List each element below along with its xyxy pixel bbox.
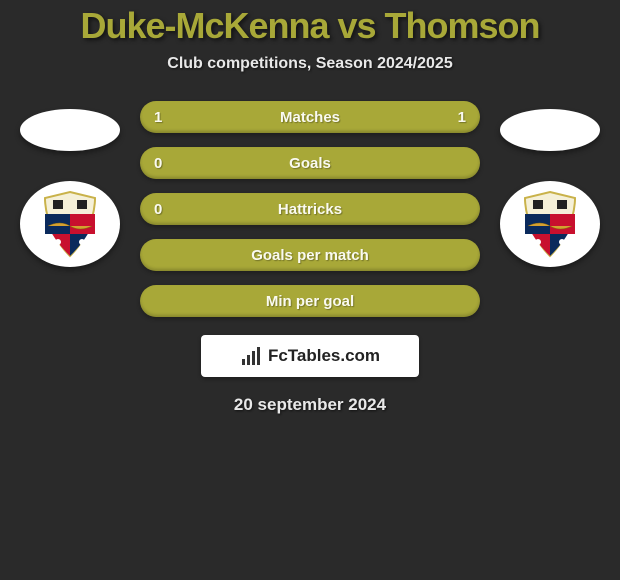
stat-label: Min per goal [266, 293, 354, 310]
brand-text: FcTables.com [268, 346, 380, 366]
stat-left-value: 0 [154, 201, 162, 218]
stat-right-value: 1 [458, 109, 466, 126]
club-left-badge [20, 181, 120, 267]
stat-label: Goals per match [251, 247, 369, 264]
stat-row-goals: 0 Goals [140, 147, 480, 179]
subtitle: Club competitions, Season 2024/2025 [0, 55, 620, 73]
shield-icon [40, 190, 100, 258]
player-left-column [20, 101, 120, 267]
stat-row-matches: 1 Matches 1 [140, 101, 480, 133]
stats-column: 1 Matches 1 0 Goals 0 Hattricks Goals pe… [140, 101, 480, 317]
stat-left-value: 0 [154, 155, 162, 172]
chart-icon [240, 345, 262, 367]
stat-label: Goals [289, 155, 331, 172]
stat-label: Matches [280, 109, 340, 126]
comparison-row: 1 Matches 1 0 Goals 0 Hattricks Goals pe… [0, 101, 620, 317]
player-right-column [500, 101, 600, 267]
page-title: Duke-McKenna vs Thomson [0, 5, 620, 47]
player-left-avatar [20, 109, 120, 151]
club-right-badge [500, 181, 600, 267]
player-right-avatar [500, 109, 600, 151]
stat-row-min-per-goal: Min per goal [140, 285, 480, 317]
stat-row-hattricks: 0 Hattricks [140, 193, 480, 225]
stat-label: Hattricks [278, 201, 342, 218]
stat-row-goals-per-match: Goals per match [140, 239, 480, 271]
shield-icon [520, 190, 580, 258]
date-text: 20 september 2024 [0, 395, 620, 415]
stat-left-value: 1 [154, 109, 162, 126]
brand-box: FcTables.com [201, 335, 419, 377]
